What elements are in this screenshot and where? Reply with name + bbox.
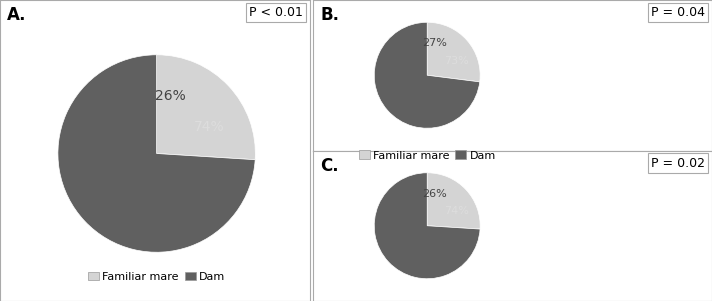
Text: A.: A.	[7, 6, 26, 24]
Wedge shape	[375, 22, 480, 128]
Text: C.: C.	[320, 157, 339, 175]
Text: 74%: 74%	[444, 206, 469, 216]
Legend: Familiar mare, Dam: Familiar mare, Dam	[354, 296, 501, 301]
Wedge shape	[157, 55, 256, 160]
Wedge shape	[58, 55, 255, 252]
Text: 26%: 26%	[155, 89, 185, 103]
Legend: Familiar mare, Dam: Familiar mare, Dam	[354, 146, 501, 165]
Text: 27%: 27%	[422, 38, 447, 48]
Legend: Familiar mare, Dam: Familiar mare, Dam	[83, 267, 230, 286]
Text: 26%: 26%	[422, 189, 447, 199]
Text: 73%: 73%	[444, 56, 469, 66]
Text: P = 0.02: P = 0.02	[651, 157, 705, 169]
Text: 74%: 74%	[194, 119, 225, 134]
Wedge shape	[427, 22, 480, 82]
Text: P < 0.01: P < 0.01	[248, 6, 303, 19]
Wedge shape	[375, 173, 480, 279]
Text: P = 0.04: P = 0.04	[651, 6, 705, 19]
Wedge shape	[427, 173, 480, 229]
Text: B.: B.	[320, 6, 340, 24]
